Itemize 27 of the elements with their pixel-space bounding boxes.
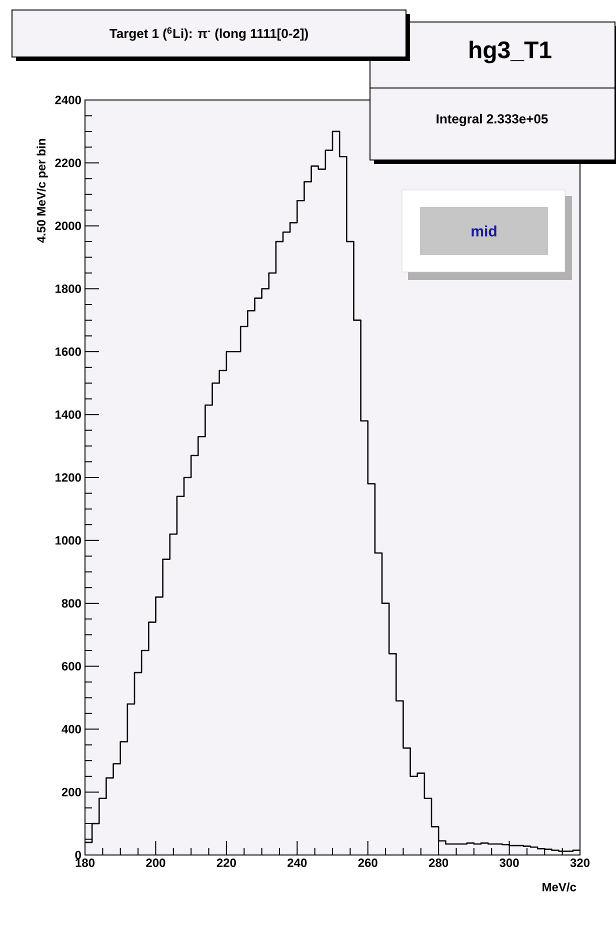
y-tick-label: 1800 [56, 284, 81, 293]
x-tick-label: 180 [76, 858, 95, 868]
x-axis-title: MeV/c [542, 882, 576, 892]
y-tick-label: 800 [62, 599, 81, 608]
y-tick-label: 400 [62, 724, 81, 734]
x-tick-label: 260 [358, 858, 378, 868]
x-tick-label: 300 [500, 858, 519, 868]
x-tick-label: 320 [570, 858, 590, 868]
y-tick-label: 1600 [56, 347, 81, 356]
x-tick-label: 220 [216, 858, 236, 868]
y-tick-label: 0 [75, 850, 81, 860]
y-tick-label: 1000 [56, 536, 81, 545]
x-tick-label: 240 [288, 858, 307, 868]
annotation: Integral 2.333e+05 [436, 114, 548, 126]
annotation: mid [472, 225, 496, 236]
x-tick-label: 280 [428, 858, 448, 868]
x-tick-label: 200 [146, 858, 166, 868]
text: hg3_T1 [470, 40, 552, 64]
y-tick-label: 1200 [56, 473, 81, 482]
y-tick-label: 2400 [55, 96, 81, 104]
y-tick-label: 600 [62, 662, 81, 670]
chart-title: Target 1 ($^{6}$Li): π$^{-}$ (long 1111[0-2]) [110, 27, 308, 41]
y-tick-label: 1400 [56, 410, 81, 419]
y-axis-title: 4.50 MeV/c per bin [36, 138, 48, 243]
y-tick-label: 200 [62, 788, 81, 796]
y-tick-label: 2000 [55, 222, 81, 230]
y-tick-label: 2200 [55, 158, 81, 168]
